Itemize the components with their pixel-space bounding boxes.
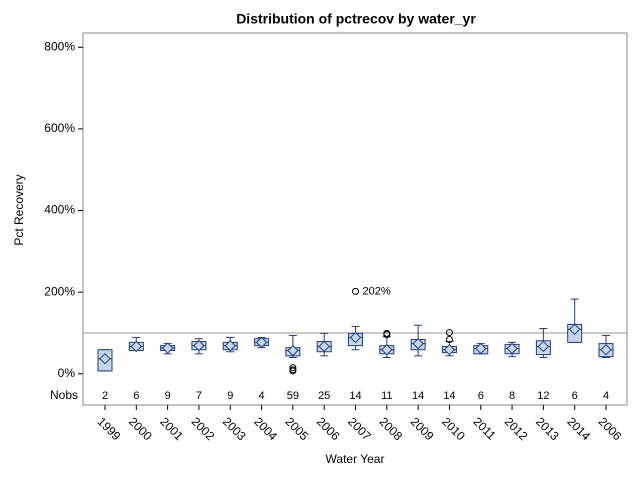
x-tick-label: 2003 xyxy=(220,414,249,443)
y-tick-label: 400% xyxy=(44,203,75,217)
nobs-value: 59 xyxy=(287,390,299,402)
x-tick-label: 1999 xyxy=(95,414,124,443)
mean xyxy=(130,340,143,353)
mean xyxy=(600,344,612,356)
x-tick-label: 2010 xyxy=(439,414,468,443)
nobs-value: 12 xyxy=(537,390,549,402)
mean xyxy=(443,344,456,356)
mean xyxy=(475,342,487,355)
nobs-value: 8 xyxy=(509,390,515,402)
chart-title: Distribution of pctrecov by water_yr xyxy=(236,11,476,27)
y-tick-label: 0% xyxy=(58,366,76,380)
x-tick-label: 2013 xyxy=(533,414,562,443)
outlier xyxy=(352,287,359,295)
mean xyxy=(381,344,393,356)
nobs-value: 11 xyxy=(381,390,392,402)
x-tick-label: 2004 xyxy=(251,414,280,443)
x-tick-label: 2001 xyxy=(157,414,186,443)
mean xyxy=(318,340,330,353)
nobs-value: 4 xyxy=(603,390,609,402)
mean xyxy=(568,323,581,336)
nobs-value: 6 xyxy=(478,390,484,402)
outlier-label: 202% xyxy=(363,285,391,297)
x-tick-label: 2000 xyxy=(126,414,155,443)
outlier xyxy=(445,336,453,344)
nobs-value: 6 xyxy=(572,390,578,402)
x-tick-label: 2002 xyxy=(189,414,218,443)
x-tick-label: 2006 xyxy=(314,414,343,443)
mean xyxy=(537,340,550,353)
y-tick-label: 600% xyxy=(44,121,75,135)
nobs-value: 2 xyxy=(102,390,108,402)
nobs-value: 14 xyxy=(443,390,455,402)
x-tick-label: 2006 xyxy=(596,414,625,443)
nobs-value: 25 xyxy=(318,390,330,402)
x-tick-label: 2012 xyxy=(502,414,531,443)
mean xyxy=(349,331,362,344)
mean xyxy=(161,342,174,354)
y-tick-label: 800% xyxy=(44,39,75,53)
nobs-value: 9 xyxy=(165,390,171,402)
nobs-value: 14 xyxy=(412,390,424,402)
nobs-value: 7 xyxy=(196,390,202,402)
mean xyxy=(255,336,268,349)
nobs-value: 6 xyxy=(133,390,139,402)
outlier xyxy=(289,367,297,375)
outlier xyxy=(445,329,453,337)
x-tick-label: 2009 xyxy=(408,414,437,443)
x-axis-title: Water Year xyxy=(326,452,385,466)
mean xyxy=(99,352,111,365)
nobs-value: 4 xyxy=(259,390,265,402)
mean xyxy=(287,344,299,357)
mean xyxy=(412,337,424,350)
nobs-label: Nobs xyxy=(50,388,78,402)
x-tick-label: 2011 xyxy=(470,414,498,442)
mean xyxy=(506,342,518,355)
outlier xyxy=(383,329,391,337)
x-tick-label: 2005 xyxy=(283,414,312,443)
nobs-value: 14 xyxy=(349,390,361,402)
y-axis-title: Pct Recovery xyxy=(12,174,26,245)
x-tick-label: 2007 xyxy=(345,414,374,443)
outlier xyxy=(289,364,297,372)
x-tick-label: 2008 xyxy=(376,414,405,443)
mean xyxy=(193,339,205,352)
y-tick-label: 200% xyxy=(44,284,75,298)
nobs-value: 9 xyxy=(227,390,233,402)
x-tick-label: 2014 xyxy=(564,414,593,443)
mean xyxy=(224,339,236,352)
